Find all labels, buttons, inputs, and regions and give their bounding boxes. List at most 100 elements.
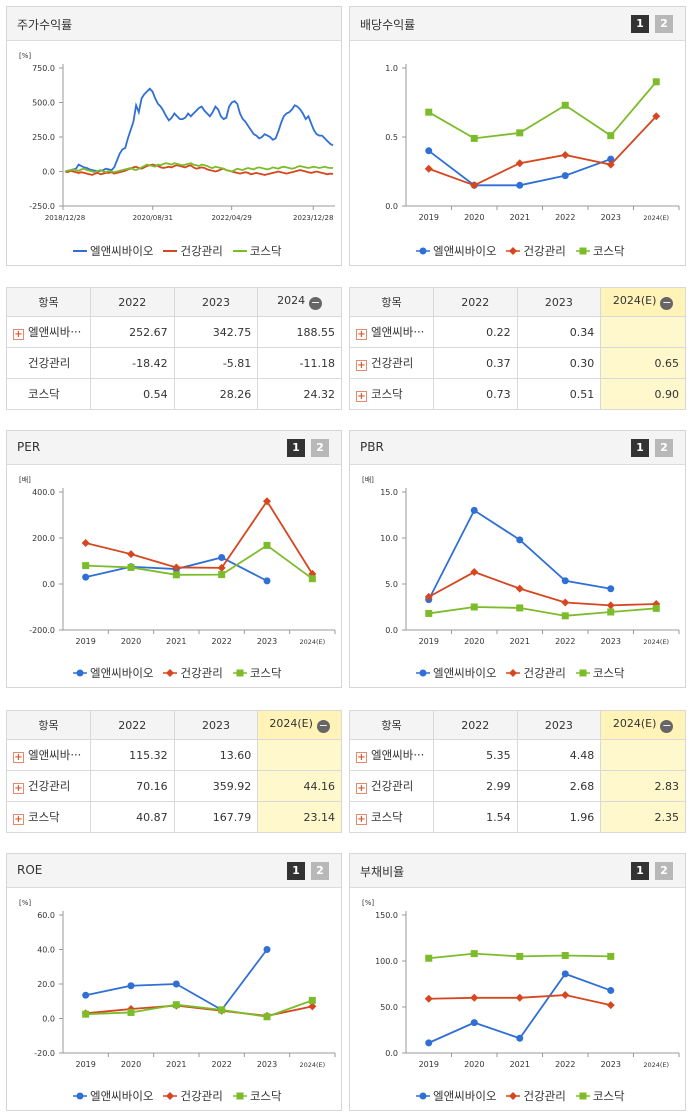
data-point [607,132,615,140]
table-header: 2023 [516,710,602,740]
expand-icon[interactable]: + [356,391,367,402]
cell: 2.99 [432,770,518,802]
panel-title: PER [17,440,41,454]
data-point [82,573,90,581]
y-tick-label: 1.0 [385,64,398,73]
expand-icon[interactable]: + [356,783,367,794]
series-line [428,571,657,607]
x-tick-label: 2023 [601,213,621,222]
expand-icon[interactable]: + [13,329,24,340]
x-tick-label: 2023 [257,637,277,646]
table-header: 2022 [432,287,518,317]
table-header-row: 항목 2022 2023 2024(E) − [349,287,686,317]
debt-ratio-panel: 부채비율 1 2 [%] 0.0 50.0 100.0 150.0 2019 2020 202… [349,853,686,1111]
cell: 359.92 [173,770,258,802]
data-point [515,584,524,593]
y-tick-label: 15.0 [380,488,398,497]
expand-icon[interactable]: + [356,752,367,763]
table-header-row: 항목 2022 2023 2024(E) − [349,710,686,740]
legend: 엘앤씨바이오 건강관리 코스닥 [416,1088,625,1104]
data-point [308,996,316,1004]
collapse-icon[interactable]: − [660,296,674,310]
panel-header: 주가수익률 [7,7,341,41]
cell: 0.65 [600,347,686,379]
page-2-button[interactable]: 2 [655,439,673,457]
table-row: 코스닥 0.54 28.26 24.32 [6,378,342,410]
data-point [652,604,660,612]
expand-icon[interactable]: + [356,329,367,340]
data-point [263,577,271,585]
panel-title: 주가수익률 [17,18,73,32]
cell: 167.79 [173,801,258,833]
page-2-button[interactable]: 2 [311,862,329,880]
data-point [561,172,569,180]
data-point [515,159,524,168]
expand-icon[interactable]: + [13,752,24,763]
expand-icon[interactable]: + [13,814,24,825]
table-row: + 건강관리 0.37 0.30 0.65 [349,347,686,379]
page-2-button[interactable]: 2 [655,862,673,880]
data-point [606,1001,615,1010]
collapse-icon[interactable]: − [316,719,330,733]
data-point [81,539,90,548]
legend-item-s2: 건강관리 [163,1088,223,1104]
legend-item-s2: 건강관리 [163,665,223,681]
expand-icon[interactable]: + [356,360,367,371]
data-point [561,101,569,109]
data-point [515,993,524,1002]
cell: 0.37 [432,347,518,379]
page-2-button[interactable]: 2 [311,439,329,457]
page-1-button[interactable]: 1 [631,862,649,880]
data-point [127,982,135,990]
panel-header: PER 1 2 [7,431,341,465]
legend-item-s1: 엘앤씨바이오 [416,665,496,681]
data-point [470,181,479,190]
page-1-button[interactable]: 1 [287,862,305,880]
table-header: 2023 [173,287,259,317]
table-header: 2023 [173,710,259,740]
dividend-yield-table: 항목 2022 2023 2024(E) − + 엘앤씨바··· 0.22 0.34… [349,287,686,410]
row-name: 건강관리 [6,347,91,379]
table-header: 항목 [6,287,91,317]
x-tick-label: 2020 [121,1060,141,1069]
data-point [516,181,524,189]
y-tick-label: 20.0 [37,980,55,989]
cell: 1.54 [432,801,518,833]
cell: 0.54 [89,378,175,410]
panel-header: PBR 1 2 [350,431,685,465]
table-row: + 엘앤씨바··· 115.32 13.60 [6,739,342,771]
collapse-icon[interactable]: − [309,296,323,310]
y-tick-label: 0.0 [385,1049,398,1058]
data-point [424,994,433,1003]
data-point [82,562,90,570]
panel-title: 배당수익률 [360,18,416,32]
cell: 0.22 [432,316,518,348]
x-tick-label: 2022 [555,1060,575,1069]
table-row: + 건강관리 2.99 2.68 2.83 [349,770,686,802]
page-1-button[interactable]: 1 [287,439,305,457]
expand-icon[interactable]: + [13,783,24,794]
y-tick-label: 0.5 [385,133,398,142]
table-row: 건강관리 -18.42 -5.81 -11.18 [6,347,342,379]
legend-item-s3: 코스닥 [575,665,625,681]
data-point [172,980,180,988]
y-tick-label: 0.0 [42,168,55,177]
table-header: 2024(E) − [600,710,686,740]
x-tick-label: 2021 [510,637,530,646]
x-tick-label: 2022 [211,637,231,646]
cell: 2.35 [600,801,686,833]
page-1-button[interactable]: 1 [631,439,649,457]
per-panel: PER 1 2 [배] -200.0 0.0 200.0 400.0 2019 2020 20… [6,430,342,688]
legend-item-s1: 엘앤씨바이오 [73,244,154,258]
page-1-button[interactable]: 1 [631,15,649,33]
expand-icon[interactable]: + [356,814,367,825]
data-point [607,155,615,163]
page-2-button[interactable]: 2 [655,15,673,33]
collapse-icon[interactable]: − [660,719,674,733]
data-point [127,1008,135,1016]
pager: 1 2 [287,439,329,457]
cell: 28.26 [173,378,258,410]
stock-return-panel: 주가수익률 [%] -250.0 0.0 250.0 500.0 750.0 2018/12… [6,6,342,266]
row-name: + 엘앤씨바··· [349,316,434,348]
row-name: + 엘앤씨바··· [6,739,91,771]
